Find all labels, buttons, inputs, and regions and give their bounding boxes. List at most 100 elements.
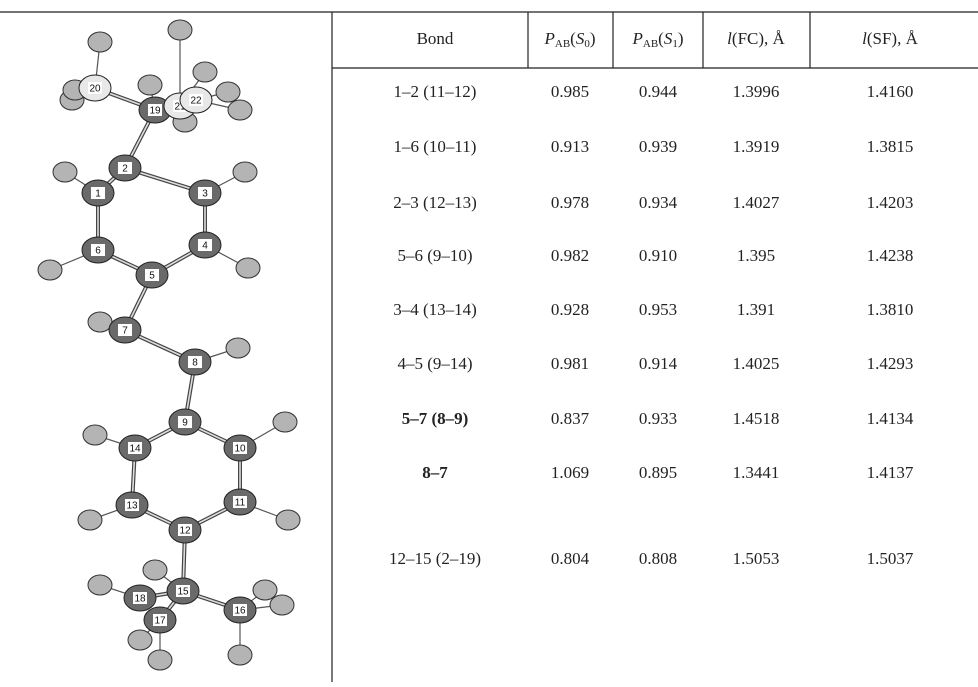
atom-label: 5	[149, 271, 155, 282]
table-cell: 0.978	[551, 193, 589, 212]
hydrogen	[276, 510, 300, 530]
hydrogen	[83, 425, 107, 445]
hydrogen	[88, 32, 112, 52]
table-cell: 0.914	[639, 354, 678, 373]
table-cell: 0.934	[639, 193, 678, 212]
atom-label: 9	[182, 418, 188, 429]
atom-label: 18	[134, 594, 146, 605]
table-cell: 1.4238	[867, 246, 914, 265]
hydrogen	[233, 162, 257, 182]
table-cell: 0.895	[639, 463, 677, 482]
table-cell: 0.804	[551, 549, 590, 568]
hydrogen	[228, 100, 252, 120]
table-cell: 3–4 (13–14)	[393, 300, 477, 319]
header-part: )	[590, 29, 596, 48]
table-cell: 0.913	[551, 137, 589, 156]
table-cell: 1.4518	[733, 409, 780, 428]
table-cell: 1.4203	[867, 193, 914, 212]
hydrogen	[53, 162, 77, 182]
hydrogen	[88, 312, 112, 332]
hydrogen	[128, 630, 152, 650]
header-part: AB	[555, 38, 570, 50]
table-cell: 0.982	[551, 246, 589, 265]
table-cell: 0.953	[639, 300, 677, 319]
header-part: )	[678, 29, 684, 48]
header-part: (FC), Å	[732, 29, 786, 48]
table-cell: 1.5037	[867, 549, 914, 568]
atom-label: 19	[149, 106, 161, 117]
atom-label: 7	[122, 326, 128, 337]
table: Bond PAB(S0) PAB(S1) l(FC), Å l(SF), Å 1–2 (1…	[389, 12, 919, 568]
atom-label: 12	[179, 526, 191, 537]
table-cell: 4–5 (9–14)	[397, 354, 472, 373]
table-cell: 0.837	[551, 409, 590, 428]
hydrogen	[78, 510, 102, 530]
table-cell: 1.4293	[867, 354, 914, 373]
table-cell: 1.4137	[867, 463, 914, 482]
header-part: P	[631, 29, 642, 48]
table-cell: 1.4025	[733, 354, 780, 373]
table-cell: 1.3815	[867, 137, 914, 156]
column-header: PAB(S1)	[631, 29, 683, 50]
table-cell: 1.5053	[733, 549, 780, 568]
table-cell: 1.3441	[733, 463, 780, 482]
hydrogen	[38, 260, 62, 280]
column-header: PAB(S0)	[543, 29, 595, 50]
column-header: l(SF), Å	[862, 29, 918, 48]
atom-label: 3	[202, 189, 208, 200]
atom-label: 14	[129, 444, 141, 455]
hydrogen	[193, 62, 217, 82]
hydrogen	[273, 412, 297, 432]
atom-label: 11	[235, 498, 246, 509]
table-cell: 5–7 (8–9)	[402, 409, 469, 428]
table-cell: 12–15 (2–19)	[389, 549, 481, 568]
column-header: Bond	[417, 29, 454, 48]
atom-label: 4	[202, 241, 208, 252]
atom-label: 15	[177, 587, 189, 598]
table-cell: 1.3919	[733, 137, 780, 156]
hydrogen	[168, 20, 192, 40]
atom-label: 16	[234, 606, 246, 617]
document: 12345678910111213141516171819202122 Bond…	[0, 0, 978, 682]
atom-label: 17	[154, 616, 166, 627]
atom-label: 13	[126, 501, 138, 512]
table-cell: 0.939	[639, 137, 677, 156]
hydrogen	[253, 580, 277, 600]
table-cell: 0.981	[551, 354, 589, 373]
table-cell: 1.3810	[867, 300, 914, 319]
hydrogen	[148, 650, 172, 670]
column-header: l(FC), Å	[727, 29, 785, 48]
hydrogen	[138, 75, 162, 95]
hydrogen	[226, 338, 250, 358]
table-cell: 1–2 (11–12)	[394, 82, 477, 101]
table-cell: 0.928	[551, 300, 589, 319]
table-cell: 0.808	[639, 549, 677, 568]
table-cell: 0.944	[639, 82, 678, 101]
header-part: P	[543, 29, 554, 48]
atom-label: 8	[192, 358, 198, 369]
hydrogen	[216, 82, 240, 102]
atom-label: 1	[95, 189, 101, 200]
atom-label: 10	[234, 444, 246, 455]
hydrogen	[228, 645, 252, 665]
hydrogen	[88, 575, 112, 595]
atom-label: 2	[122, 164, 128, 175]
table-cell: 1–6 (10–11)	[394, 137, 477, 156]
page: {"molecule": {"atom_labels": ["1","2","3…	[0, 0, 978, 682]
atom-label: 6	[95, 246, 101, 257]
table-cell: 0.985	[551, 82, 589, 101]
atom-label: 20	[89, 84, 101, 95]
header-part: AB	[643, 38, 658, 50]
table-cell: 1.069	[551, 463, 589, 482]
table-cell: 1.4027	[733, 193, 780, 212]
table-cell: 1.391	[737, 300, 775, 319]
hydrogen	[270, 595, 294, 615]
table-cell: 1.4160	[867, 82, 914, 101]
table-cell: 1.395	[737, 246, 775, 265]
hydrogen	[236, 258, 260, 278]
table-cell: 1.3996	[733, 82, 780, 101]
hydrogen	[143, 560, 167, 580]
table-cell: 1.4134	[867, 409, 914, 428]
table-cell: 0.933	[639, 409, 677, 428]
